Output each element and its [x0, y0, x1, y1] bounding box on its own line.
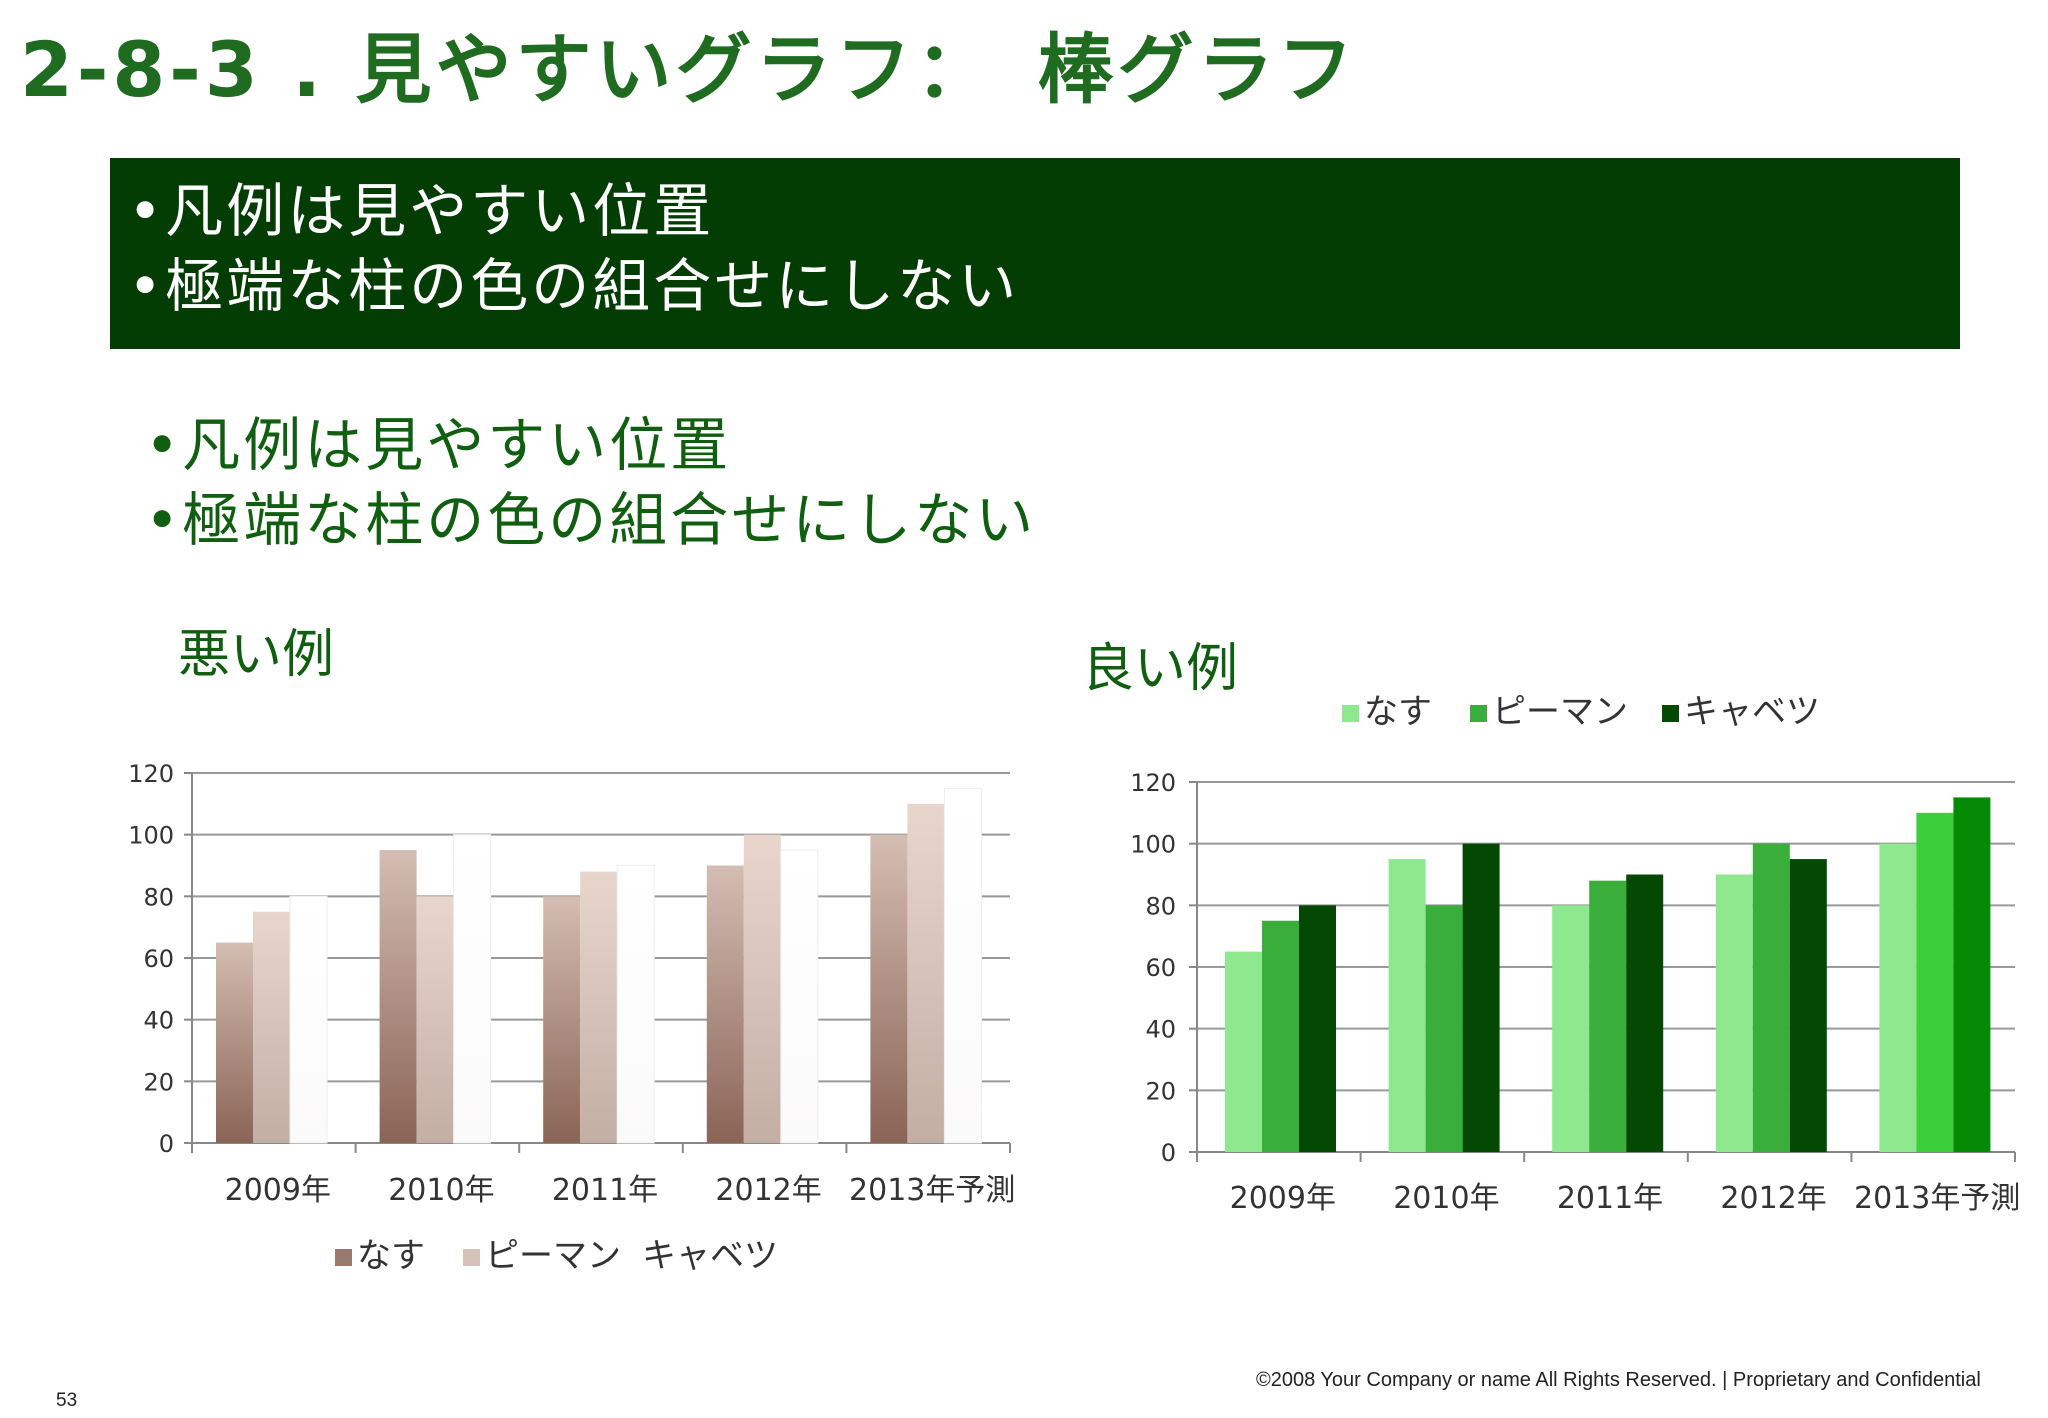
x-tick-label: 2010年 [1393, 1181, 1499, 1216]
x-tick-label: 2011年 [1557, 1181, 1663, 1216]
good-example-label: 良い例 [1082, 639, 1239, 699]
slide-title: 2-8-3 . 見やすいグラフ： 棒グラフ [20, 25, 1358, 114]
legend-swatch [335, 1249, 352, 1266]
bar-good-s0-c2 [1552, 905, 1590, 1152]
bad-example-chart: 0 20 40 60 80 100 120 2009年 2010年 2011年 2012年 2013年… [128, 760, 1015, 1276]
bar-bad-s2-c1 [453, 834, 492, 1144]
legend-swatch [620, 1249, 637, 1266]
bar-good-s2-c3 [1789, 859, 1827, 1152]
bar-bad-s1-c2 [580, 871, 618, 1143]
y-tick-label: 60 [143, 945, 174, 973]
y-tick-label: 20 [1145, 1077, 1176, 1105]
bar-good-s2-c0 [1299, 905, 1336, 1152]
legend-swatch [1342, 705, 1359, 722]
legend-label: ピーマン [485, 1236, 621, 1276]
bar-bad-s1-c3 [743, 834, 781, 1143]
x-tick-label: 2013年予測 [849, 1173, 1015, 1208]
y-tick-label: 120 [128, 760, 174, 788]
banner-point-1: •凡例は見やすい位置 [128, 177, 715, 245]
y-tick-label: 100 [1130, 831, 1176, 859]
bar-bad-s0-c2 [543, 896, 581, 1143]
bar-good-s1-c1 [1425, 905, 1463, 1152]
body-point-1: •凡例は見やすい位置 [145, 411, 732, 479]
x-tick-label: 2009年 [1230, 1181, 1336, 1216]
bar-good-s2-c4 [1953, 797, 1991, 1152]
page-number: 53 [56, 1390, 78, 1411]
bar-good-s0-c4 [1879, 843, 1917, 1152]
legend-label: ピーマン [1492, 692, 1628, 732]
body-points: •凡例は見やすい位置 •極端な柱の色の組合せにしない [145, 408, 1036, 558]
x-tick-label: 2012年 [1720, 1181, 1826, 1216]
y-tick-label: 60 [1145, 954, 1176, 982]
bar-good-s2-c2 [1626, 874, 1664, 1152]
bar-good-s0-c1 [1388, 859, 1426, 1152]
bar-bad-s1-c0 [253, 911, 290, 1143]
highlight-banner: •凡例は見やすい位置 •極端な柱の色の組合せにしない [110, 158, 1960, 349]
legend-swatch [1662, 705, 1679, 722]
legend-label: なす [357, 1236, 425, 1276]
y-tick-label: 20 [143, 1068, 174, 1096]
legend-label: キャベツ [642, 1236, 778, 1276]
legend-label: なす [1364, 692, 1432, 732]
y-tick-label: 0 [1161, 1139, 1176, 1167]
x-tick-label: 2010年 [388, 1173, 494, 1208]
bar-good-s0-c0 [1225, 951, 1262, 1152]
y-tick-label: 120 [1130, 769, 1176, 797]
bar-bad-s0-c4 [870, 834, 908, 1143]
bar-good-s2-c1 [1462, 843, 1500, 1152]
bar-bad-s2-c2 [616, 865, 655, 1144]
y-tick-label: 80 [143, 883, 174, 911]
x-tick-label: 2009年 [225, 1173, 331, 1208]
bar-good-s1-c3 [1752, 843, 1790, 1152]
footer-copyright: ©2008 Your Company or name All Rights Re… [1256, 1369, 1981, 1391]
legend-swatch [463, 1249, 480, 1266]
bar-bad-s0-c1 [379, 850, 417, 1143]
bar-bad-s2-c0 [289, 895, 328, 1144]
body-point-2: •極端な柱の色の組合せにしない [145, 486, 1037, 554]
bar-good-s1-c4 [1916, 812, 1954, 1152]
y-tick-label: 80 [1145, 892, 1176, 920]
x-tick-label: 2013年予測 [1854, 1181, 2020, 1216]
bar-good-s0-c3 [1715, 874, 1753, 1152]
bar-bad-s1-c1 [416, 896, 454, 1143]
banner-point-2: •極端な柱の色の組合せにしない [128, 252, 1020, 320]
good-example-chart: 0 20 40 60 80 100 120 2009年 2010年 2011年 2012年 2013年… [1130, 692, 2020, 1216]
x-tick-label: 2012年 [715, 1173, 821, 1208]
bar-bad-s0-c3 [706, 865, 744, 1143]
bar-bad-s0-c0 [216, 942, 253, 1143]
y-tick-label: 40 [143, 1007, 174, 1035]
bar-good-s1-c2 [1589, 880, 1627, 1152]
legend-label: キャベツ [1684, 692, 1820, 732]
legend-swatch [1470, 705, 1487, 722]
bar-bad-s2-c3 [780, 849, 819, 1144]
bar-good-s1-c0 [1262, 920, 1299, 1152]
y-tick-label: 40 [1145, 1016, 1176, 1044]
bar-bad-s1-c4 [907, 803, 945, 1143]
y-tick-label: 0 [159, 1130, 174, 1158]
bar-bad-s2-c4 [943, 787, 982, 1144]
y-tick-label: 100 [128, 822, 174, 850]
bad-example-label: 悪い例 [178, 625, 335, 685]
x-tick-label: 2011年 [552, 1173, 658, 1208]
